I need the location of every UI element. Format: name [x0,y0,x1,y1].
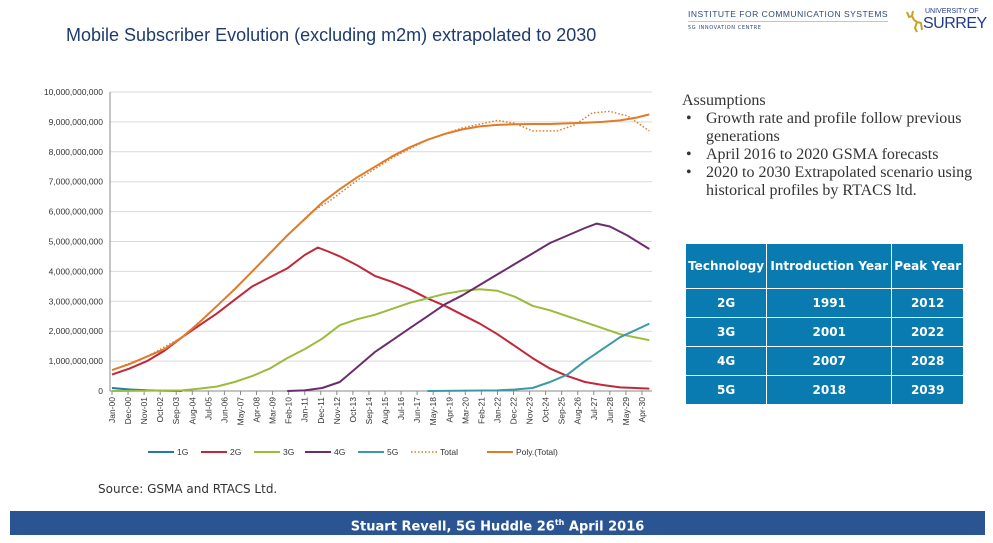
x-tick-label: Aug-15 [380,397,390,425]
x-tick-label: Oct-02 [155,397,165,423]
cell: 4G [684,346,768,376]
footer-tail: April 2016 [564,519,645,535]
x-tick-label: Dec-11 [316,397,326,424]
x-tick-label: Oct-13 [348,397,358,423]
table-row: 4G 2007 2028 [684,346,964,376]
legend-label: 3G [283,447,294,457]
x-tick-label: Jan-22 [492,397,502,423]
assumptions-heading: Assumptions [682,92,766,109]
cell: 2007 [766,346,893,376]
slide-title: Mobile Subscriber Evolution (excluding m… [66,25,597,45]
series-line-2g [111,246,650,390]
institute-name: INSTITUTE FOR COMMUNICATION SYSTEMS [688,9,889,22]
x-tick-label: May-18 [428,397,438,426]
header-technology: Technology [684,243,768,289]
cell: 2022 [891,317,964,347]
x-tick-label: Apr-08 [252,397,262,423]
cell: 1991 [766,288,893,318]
x-tick-label: Jun-28 [605,397,615,423]
x-tick-label: Dec-00 [123,397,133,425]
x-tick-label: Jul-16 [396,397,406,420]
x-tick-label: Sep-03 [171,397,181,425]
cell: 2028 [891,346,964,376]
source-note: Source: GSMA and RTACS Ltd. [98,482,278,496]
x-tick-label: Aug-04 [187,397,197,425]
y-tick-label: 7,000,000,000 [49,177,104,187]
x-tick-label: Dec-22 [509,397,519,425]
assumption-item: 2020 to 2030 Extrapolated scenario using… [686,164,982,200]
cell: 3G [684,317,768,347]
university-line2: SURREY [923,15,987,32]
x-tick-label: May-07 [235,397,245,426]
x-tick-label: Sep-25 [557,397,567,425]
x-tick-label: Nov-01 [139,397,149,425]
table-header-row: Technology Introduction Year Peak Year [684,243,964,289]
series-line-3g [111,288,650,392]
footer-text: Stuart Revell, 5G Huddle 26 [350,519,555,535]
assumption-item: April 2016 to 2020 GSMA forecasts [686,146,982,164]
cell: 2018 [766,375,893,405]
x-tick-label: Mar-20 [460,397,470,424]
y-tick-label: 9,000,000,000 [49,117,104,127]
y-tick-label: 6,000,000,000 [49,207,104,217]
y-tick-label: 3,000,000,000 [49,296,104,306]
x-tick-label: Sep-14 [364,397,374,425]
x-tick-label: Aug-26 [573,397,583,425]
header-peak-year: Peak Year [891,243,964,289]
y-tick-label: 2,000,000,000 [49,326,104,336]
legend-label: 5G [387,447,398,457]
y-tick-label: 4,000,000,000 [49,266,104,276]
assumptions: Assumptions Growth rate and profile foll… [682,92,982,200]
table-row: 5G 2018 2039 [684,375,964,405]
y-tick-label: 10,000,000,000 [44,87,103,97]
x-tick-label: Feb-21 [476,397,486,424]
legend-label: Total [440,447,458,457]
x-tick-label: Jul-05 [203,397,213,420]
legend-label: 4G [334,447,345,457]
university-line1: UNIVERSITY OF [925,8,979,15]
x-tick-label: Jun-06 [219,397,229,423]
technology-table: Technology Introduction Year Peak Year 2… [684,243,964,405]
legend-label: 2G [230,447,241,457]
series-line-5g [427,322,650,392]
y-tick-label: 8,000,000,000 [49,147,104,157]
x-tick-label: Mar-09 [268,397,278,424]
cell: 2G [684,288,768,318]
series-line-poly-total- [111,113,650,372]
x-tick-label: Apr-30 [637,397,647,423]
legend-label: Poly.(Total) [516,447,558,457]
x-tick-label: Jul-27 [589,397,599,420]
header-introduction-year: Introduction Year [766,243,893,289]
x-tick-label: Jan-00 [107,397,117,423]
legend-label: 1G [177,447,188,457]
table-row: 3G 2001 2022 [684,317,964,347]
table-row: 2G 1991 2012 [684,288,964,318]
x-tick-label: Apr-19 [444,397,454,423]
assumption-item: Growth rate and profile follow previous … [686,110,982,146]
stag-logo-icon [906,10,923,33]
footer-sup: th [554,518,565,527]
y-tick-label: 5,000,000,000 [49,237,104,247]
x-tick-label: Jan-11 [300,397,310,423]
y-tick-label: 1,000,000,000 [49,356,104,366]
x-tick-label: Nov-12 [332,397,342,425]
cell: 2001 [766,317,893,347]
cell: 2012 [891,288,964,318]
cell: 5G [684,375,768,405]
x-tick-label: Feb-10 [284,397,294,424]
institute-subtitle: 5G INNOVATION CENTRE [688,25,762,31]
footer-bar: Stuart Revell, 5G Huddle 26th April 2016 [10,511,985,535]
x-tick-label: Jun-17 [412,397,422,423]
y-tick-label: 0 [98,386,103,396]
cell: 2039 [891,375,964,405]
x-tick-label: Nov-23 [525,397,535,425]
series-line-4g [287,222,650,392]
x-tick-label: May-29 [621,397,631,426]
x-tick-label: Oct-24 [541,397,551,423]
